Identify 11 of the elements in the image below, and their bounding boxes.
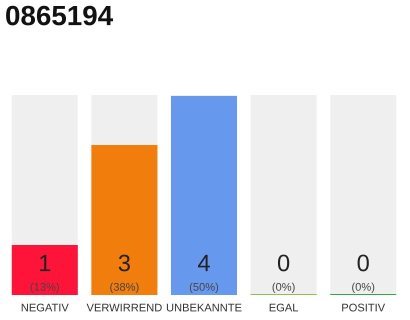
data-label: 3 (38%) [110, 254, 139, 293]
x-tick-label: VERWIRREND [86, 304, 162, 312]
x-tick-label: POSITIV [342, 304, 386, 312]
x-tick-label: NEGATIV [22, 304, 69, 312]
x-tick-label: UNBEKANNTE [166, 304, 242, 312]
data-label: 1 (13%) [30, 254, 59, 293]
x-tick-label: EGAL [270, 304, 298, 312]
data-label: 0 (0%) [272, 254, 295, 293]
data-label: 4 (50%) [190, 254, 218, 293]
chart-title: 0865194 [6, 6, 113, 26]
data-label: 0 (0%) [352, 254, 374, 293]
